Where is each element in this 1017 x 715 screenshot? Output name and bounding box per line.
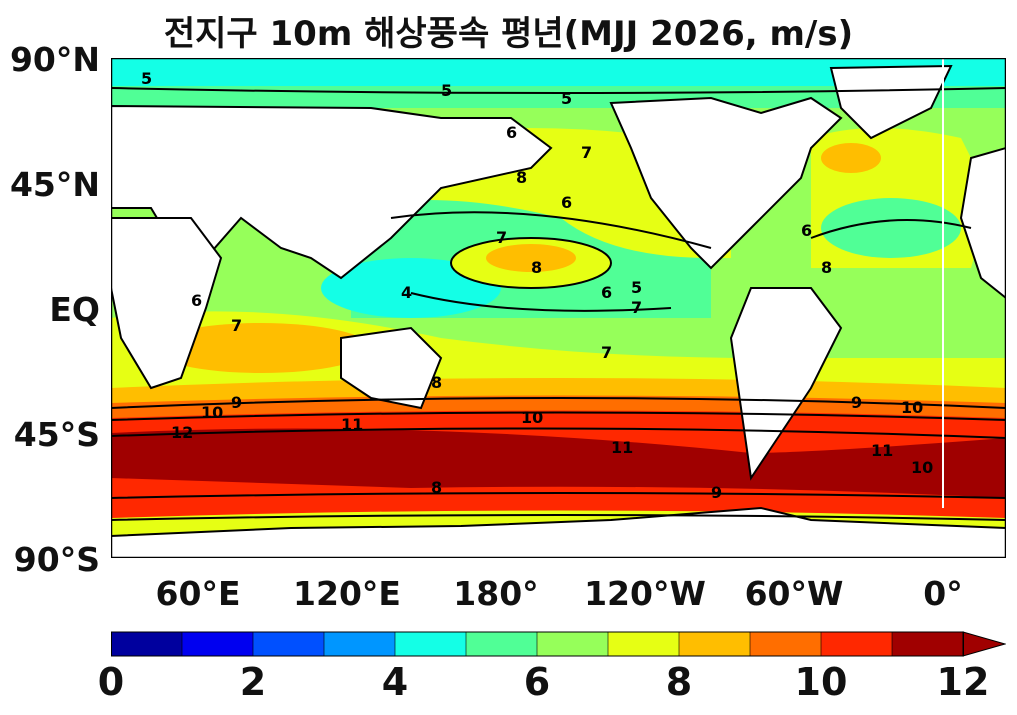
- x-tick-0: 0°: [923, 574, 963, 613]
- contour-label: 10: [521, 408, 543, 427]
- contour-label: 7: [496, 228, 507, 247]
- colorbar-cell: [111, 632, 183, 656]
- southern-belt-11: [111, 428, 1006, 498]
- colorbar-cell: [537, 632, 609, 656]
- contour-label: 6: [601, 283, 612, 302]
- contour-label: 5: [441, 81, 452, 100]
- colorbar-cell: [253, 632, 325, 656]
- colorbar-tick-2: 2: [239, 660, 267, 704]
- colorbar-tick-0: 0: [97, 660, 125, 704]
- y-tick-45n: 45°N: [9, 165, 100, 204]
- y-tick-45s: 45°S: [13, 415, 100, 454]
- colorbar-cell: [182, 632, 254, 656]
- map-title: 전지구 10m 해상풍속 평년(MJJ 2026, m/s): [163, 14, 854, 54]
- colorbar-cell: [750, 632, 822, 656]
- x-tick-60e: 60°E: [155, 574, 241, 613]
- y-tick-90n: 90°N: [9, 40, 100, 79]
- colorbar-tick-8: 8: [665, 660, 693, 704]
- x-tick-180: 180°: [453, 574, 539, 613]
- contour-label: 5: [561, 89, 572, 108]
- contour-label: 8: [516, 168, 527, 187]
- colorbar-extend-arrow: [962, 631, 1006, 657]
- colorbar-cell: [821, 632, 893, 656]
- x-tick-60w: 60°W: [744, 574, 844, 613]
- colorbar-tick-12: 12: [936, 660, 990, 704]
- wind-speed-map: 5 5 5 6 7 6 7 8 8 6 7 5 4 6 7 8 9 10 11 …: [111, 58, 1006, 558]
- x-tick-120w: 120°W: [584, 574, 706, 613]
- contour-label: 11: [611, 438, 633, 457]
- contour-label: 8: [431, 373, 442, 392]
- trade-wind-core: [486, 244, 576, 272]
- contour-label: 6: [506, 123, 517, 142]
- contour-label: 6: [561, 193, 572, 212]
- contour-label: 7: [631, 298, 642, 317]
- colorbar-cell: [679, 632, 751, 656]
- contour-label: 12: [171, 423, 193, 442]
- colorbar-cell: [892, 632, 964, 656]
- contour-label: 6: [801, 221, 812, 240]
- contour-label: 5: [631, 278, 642, 297]
- colorbar-frame: [111, 631, 964, 657]
- y-tick-90s: 90°S: [13, 540, 100, 579]
- contour-label: 9: [711, 483, 722, 502]
- contour-label: 4: [401, 283, 412, 302]
- contour-label: 8: [821, 258, 832, 277]
- colorbar-cell: [466, 632, 538, 656]
- colorbar-cell: [324, 632, 396, 656]
- y-tick-eq: EQ: [49, 290, 100, 329]
- contour-label: 6: [191, 291, 202, 310]
- contour-label: 11: [871, 441, 893, 460]
- contour-label: 9: [851, 393, 862, 412]
- colorbar-cell: [395, 632, 467, 656]
- x-tick-120e: 120°E: [293, 574, 401, 613]
- contour-labels: 5 5 5 6 7 6 7 8 8 6 7 5 4 6 7 8 9 10 11 …: [141, 69, 933, 502]
- contour-label: 10: [911, 458, 933, 477]
- map-frame: [111, 58, 1006, 558]
- colorbar: [111, 631, 1006, 657]
- contour-lines: [111, 87, 1006, 521]
- colorbar-tick-4: 4: [381, 660, 409, 704]
- contour-label: 11: [341, 415, 363, 434]
- contour-label: 8: [431, 478, 442, 497]
- contour-label: 8: [531, 258, 542, 277]
- colorbar-cell: [608, 632, 680, 656]
- contour-label: 9: [231, 393, 242, 412]
- contour-label: 7: [231, 316, 242, 335]
- contour-label: 10: [201, 403, 223, 422]
- contour-label: 5: [141, 69, 152, 88]
- contour-label: 7: [601, 343, 612, 362]
- colorbar-tick-10: 10: [794, 660, 848, 704]
- contour-label: 7: [581, 143, 592, 162]
- indian-ocean-max: [151, 323, 371, 373]
- north-atlantic-max: [821, 143, 881, 173]
- colorbar-tick-6: 6: [523, 660, 551, 704]
- north-atlantic-calm: [821, 198, 961, 258]
- contour-label: 10: [901, 398, 923, 417]
- land: [111, 64, 1006, 558]
